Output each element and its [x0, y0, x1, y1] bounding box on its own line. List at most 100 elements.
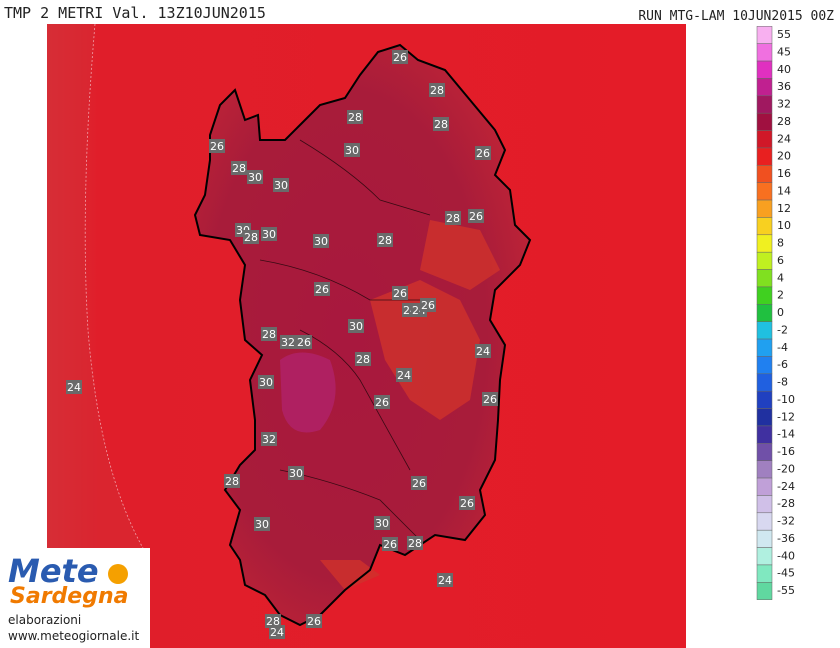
temperature-label: 24 — [438, 574, 452, 587]
temperature-label: 28 — [356, 353, 370, 366]
label-box — [392, 50, 408, 64]
logo-name: Mete — [8, 552, 99, 590]
legend-label: 45 — [777, 45, 791, 58]
legend-label: 32 — [777, 98, 791, 111]
temperature-label: 30 — [349, 320, 363, 333]
legend-label: 28 — [777, 115, 791, 128]
temperature-label: 28 — [434, 118, 448, 131]
logo-box — [0, 548, 150, 648]
label-box — [280, 335, 296, 349]
coastline — [193, 43, 532, 627]
label-box — [459, 496, 475, 510]
legend-swatch — [756, 495, 773, 514]
temperature-label: 30 — [289, 467, 303, 480]
temperature-label: 30 — [314, 235, 328, 248]
temperature-label: 26 — [460, 497, 474, 510]
logo-sun — [108, 564, 128, 584]
legend-swatch — [756, 26, 773, 44]
label-box — [243, 230, 259, 244]
legend-swatch — [756, 269, 773, 288]
legend-label: -2 — [777, 323, 788, 336]
label-box — [273, 178, 289, 192]
label-box — [254, 517, 270, 531]
sea-contour — [47, 24, 150, 648]
label-box — [269, 625, 285, 639]
label-box — [392, 286, 408, 300]
label-box — [66, 380, 82, 394]
temperature-label: 32 — [281, 336, 295, 349]
warm-area — [320, 220, 500, 590]
legend-label: -40 — [777, 549, 795, 562]
legend-swatch — [756, 147, 773, 166]
label-box — [313, 234, 329, 248]
legend-swatch — [756, 95, 773, 114]
temperature-label: 24 — [476, 345, 490, 358]
temperature-label: 30 — [248, 171, 262, 184]
legend-label: 8 — [777, 237, 784, 250]
label-box — [482, 392, 498, 406]
label-box — [224, 474, 240, 488]
label-box — [231, 161, 247, 175]
label-box — [306, 614, 322, 628]
legend-label: 4 — [777, 271, 784, 284]
label-box — [258, 375, 274, 389]
legend-label: -6 — [777, 358, 788, 371]
legend-swatch — [756, 217, 773, 236]
temperature-label: 26 — [393, 287, 407, 300]
legend-label: 20 — [777, 150, 791, 163]
legend-label: 14 — [777, 184, 791, 197]
province-border — [259, 139, 431, 541]
legend-swatch — [756, 130, 773, 149]
temperature-label: 26 — [476, 147, 490, 160]
label-box — [433, 117, 449, 131]
legend-label: 24 — [777, 132, 791, 145]
legend-swatch — [756, 460, 773, 479]
label-box — [261, 432, 277, 446]
legend: 55454036322824201614121086420-2-4-6-8-10… — [756, 26, 795, 600]
temperature-label: 28 — [244, 231, 258, 244]
legend-swatch — [756, 512, 773, 531]
isotherm — [84, 23, 151, 561]
label-box — [288, 466, 304, 480]
temperature-label: 26 — [297, 336, 311, 349]
legend-swatch — [756, 304, 773, 322]
temperature-label: 28 — [225, 475, 239, 488]
legend-label: -16 — [777, 445, 795, 458]
label-box — [374, 516, 390, 530]
label-box — [437, 573, 453, 587]
temperature-label: 26 — [393, 51, 407, 64]
label-box — [265, 614, 281, 628]
legend-swatch — [756, 356, 773, 375]
legend-label: 10 — [777, 219, 791, 232]
legend-swatch — [756, 390, 773, 409]
temperature-label: 30 — [262, 228, 276, 241]
legend-label: -20 — [777, 462, 795, 475]
legend-label: -14 — [777, 428, 795, 441]
temperature-label: 26 — [383, 538, 397, 551]
legend-label: -32 — [777, 515, 795, 528]
temperature-label: 26 — [307, 615, 321, 628]
label-box — [347, 110, 363, 124]
legend-label: 40 — [777, 63, 791, 76]
legend-swatch — [756, 477, 773, 496]
temperature-label: 28 — [378, 234, 392, 247]
map-title: TMP 2 METRI Val. 13Z10JUN2015 — [4, 4, 266, 22]
temperature-label: 26 — [483, 393, 497, 406]
temperature-label: 28 — [408, 537, 422, 550]
legend-swatch — [756, 338, 773, 357]
label-box — [382, 537, 398, 551]
temperature-label: 26 — [412, 477, 426, 490]
logo-region: Sardegna — [10, 584, 128, 609]
label-box — [468, 209, 484, 223]
temperature-label: 28 — [266, 615, 280, 628]
temperature-label: 26 — [315, 283, 329, 296]
logo-url: www.meteogiornale.it — [8, 629, 139, 643]
temperature-label: 28 — [232, 162, 246, 175]
label-box — [261, 227, 277, 241]
legend-label: 6 — [777, 254, 784, 267]
temperature-label: 24 — [67, 381, 81, 394]
temperature-label: 28 — [430, 84, 444, 97]
label-box — [445, 211, 461, 225]
temperature-label: 28 — [446, 212, 460, 225]
